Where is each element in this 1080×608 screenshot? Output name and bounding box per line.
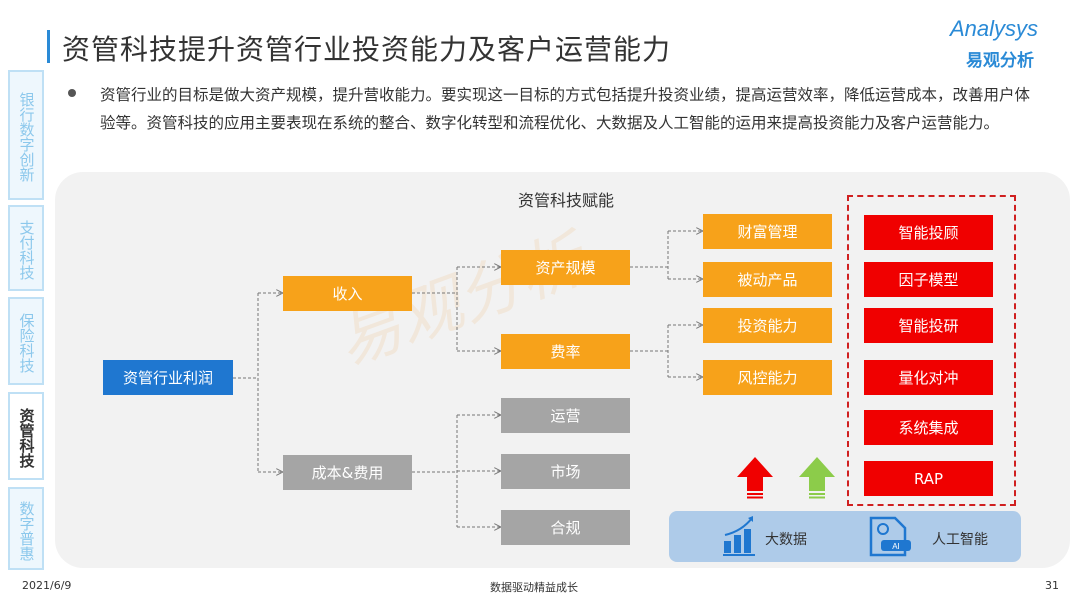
title-accent-bar bbox=[47, 30, 50, 63]
red-up-arrow-icon bbox=[737, 457, 773, 499]
sidebar-tab-inclusive[interactable]: 数字普惠 bbox=[8, 487, 44, 570]
logo-text: Analysys bbox=[950, 16, 1039, 41]
section-title: 资管科技赋能 bbox=[518, 191, 615, 210]
enabler-big-data: 大数据 bbox=[765, 532, 807, 548]
node-invest-ability: 投资能力 bbox=[703, 308, 832, 343]
node-root: 资管行业利润 bbox=[103, 360, 233, 395]
node-risk-control: 风控能力 bbox=[703, 360, 832, 395]
app-quant-hedge: 量化对冲 bbox=[864, 360, 993, 395]
bar-chart-growth-icon bbox=[723, 516, 755, 556]
node-operation: 运营 bbox=[501, 398, 630, 433]
node-income: 收入 bbox=[283, 276, 412, 311]
node-wealth-mgmt: 财富管理 bbox=[703, 214, 832, 249]
green-up-arrow-icon bbox=[799, 457, 835, 499]
page-title: 资管科技提升资管行业投资能力及客户运营能力 bbox=[62, 33, 672, 66]
logo-chinese: 易观分析 bbox=[966, 51, 1034, 71]
node-asset-scale: 资产规模 bbox=[501, 250, 630, 285]
footer-date: 2021/6/9 bbox=[22, 579, 72, 592]
intro-paragraph: 资管行业的目标是做大资产规模，提升营收能力。要实现这一目标的方式包括提升投资业绩… bbox=[100, 86, 1031, 132]
enabler-ai: 人工智能 bbox=[932, 532, 988, 548]
enablers-panel bbox=[669, 511, 1021, 562]
page-number: 31 bbox=[1045, 579, 1059, 592]
app-factor-model: 因子模型 bbox=[864, 262, 993, 297]
app-rap: RAP bbox=[864, 461, 993, 496]
applications-frame bbox=[847, 195, 1016, 506]
node-passive-product: 被动产品 bbox=[703, 262, 832, 297]
node-compliance: 合规 bbox=[501, 510, 630, 545]
sidebar-tab-bank[interactable]: 银行数字创新 bbox=[8, 70, 44, 200]
ai-badge-label: AI bbox=[892, 542, 900, 551]
app-system-integration: 系统集成 bbox=[864, 410, 993, 445]
ai-document-icon: AI bbox=[869, 516, 911, 557]
logo-analysys: Analysys bbox=[950, 16, 1038, 42]
app-smart-research: 智能投研 bbox=[864, 308, 993, 343]
bullet-icon bbox=[68, 89, 76, 97]
sidebar-tab-payment[interactable]: 支付科技 bbox=[8, 205, 44, 291]
sidebar-tab-insurance[interactable]: 保险科技 bbox=[8, 297, 44, 385]
node-fee-rate: 费率 bbox=[501, 334, 630, 369]
footer-slogan: 数据驱动精益成长 bbox=[490, 581, 578, 594]
app-robo-advisor: 智能投顾 bbox=[864, 215, 993, 250]
sidebar-tab-asset-mgmt[interactable]: 资管科技 bbox=[8, 392, 44, 480]
node-market: 市场 bbox=[501, 454, 630, 489]
node-cost: 成本&费用 bbox=[283, 455, 412, 490]
